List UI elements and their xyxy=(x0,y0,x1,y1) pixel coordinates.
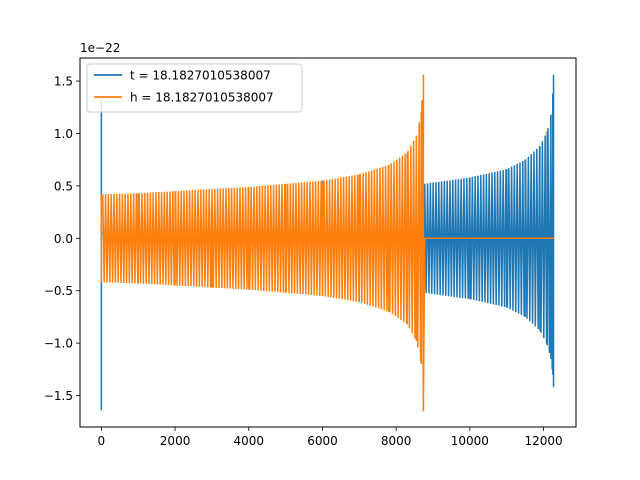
y-tick-label: 0.0 xyxy=(54,232,73,246)
x-tick-label: 8000 xyxy=(381,434,412,448)
x-tick-label: 2000 xyxy=(160,434,191,448)
axis-ticks: 0 2000 4000 6000 8000 10000 12000 −1.5 −1.0 −0.5 0… xyxy=(44,75,563,448)
legend: t = 18.1827010538007 h = 18.182701053800… xyxy=(86,63,303,113)
legend-label-h: h = 18.1827010538007 xyxy=(130,91,274,105)
axes-frame xyxy=(79,57,577,428)
y-offset-text: 1e−22 xyxy=(80,41,120,55)
y-tick-label: 1.5 xyxy=(54,75,73,89)
y-tick-label: −1.5 xyxy=(44,389,73,403)
x-tick-label: 6000 xyxy=(307,434,338,448)
plot-area xyxy=(100,74,555,412)
legend-box xyxy=(86,63,303,113)
y-tick-label: 1.0 xyxy=(54,127,73,141)
x-tick-label: 4000 xyxy=(233,434,264,448)
y-tick-label: −1.0 xyxy=(44,337,73,351)
y-tick-label: 0.5 xyxy=(54,179,73,193)
legend-label-t: t = 18.1827010538007 xyxy=(130,69,271,83)
y-tick-label: −0.5 xyxy=(44,284,73,298)
x-tick-label: 0 xyxy=(98,434,106,448)
series-line-h xyxy=(100,74,554,412)
x-tick-label: 12000 xyxy=(524,434,562,448)
x-tick-label: 10000 xyxy=(451,434,489,448)
